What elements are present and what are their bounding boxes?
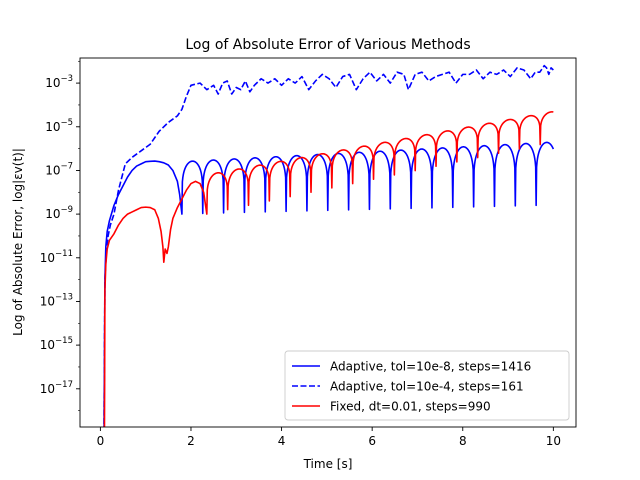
x-tick-label: 0 [97,434,105,448]
y-tick-label: 10−11 [40,249,73,265]
legend: Adaptive, tol=10e-8, steps=1416 Adaptive… [284,350,570,421]
y-tick-exponent: −7 [60,161,73,171]
series-line-1 [103,64,554,427]
y-tick-label: 10−13 [40,292,73,308]
y-tick-exponent: −17 [55,380,73,390]
y-tick-exponent: −13 [55,292,73,302]
series-line-0 [103,141,555,427]
x-tick-label: 10 [546,434,561,448]
y-tick-label: 10−9 [45,205,73,221]
chart-title: Log of Absolute Error of Various Methods [185,37,470,53]
y-tick-label: 10−15 [40,336,73,352]
series-line-2 [103,111,554,427]
y-tick-exponent: −9 [60,205,73,215]
legend-label-fixed: Fixed, dt=0.01, steps=990 [330,400,491,414]
y-tick-base: 10 [45,120,60,134]
x-tick-label: 6 [368,434,376,448]
series-layer [103,64,555,427]
y-tick-exponent: −15 [55,336,73,346]
x-axis-ticks: 0 2 4 6 8 10 [97,427,561,448]
y-axis-label: Log of Absolute Error, log|εv(t)| [11,148,25,336]
y-tick-base: 10 [40,294,55,308]
y-tick-label: 10−17 [40,380,73,396]
y-tick-label: 10−3 [45,74,73,90]
y-tick-exponent: −5 [60,118,73,128]
y-tick-exponent: −3 [60,74,73,84]
x-axis-label: Time [s] [303,457,353,471]
x-tick-label: 2 [187,434,195,448]
y-tick-base: 10 [40,338,55,352]
legend-box [284,350,570,421]
y-tick-base: 10 [40,382,55,396]
y-tick-label: 10−7 [45,161,73,177]
y-tick-base: 10 [45,76,60,90]
y-tick-base: 10 [45,207,60,221]
legend-label-adaptive-1e-8: Adaptive, tol=10e-8, steps=1416 [330,360,531,374]
y-tick-base: 10 [45,163,60,177]
y-tick-label: 10−5 [45,118,73,134]
plot-frame [79,57,577,428]
y-tick-exponent: −11 [55,249,73,259]
legend-label-adaptive-1e-4: Adaptive, tol=10e-4, steps=161 [330,380,524,394]
x-tick-label: 8 [459,434,467,448]
y-tick-base: 10 [40,251,55,265]
x-tick-label: 4 [278,434,286,448]
